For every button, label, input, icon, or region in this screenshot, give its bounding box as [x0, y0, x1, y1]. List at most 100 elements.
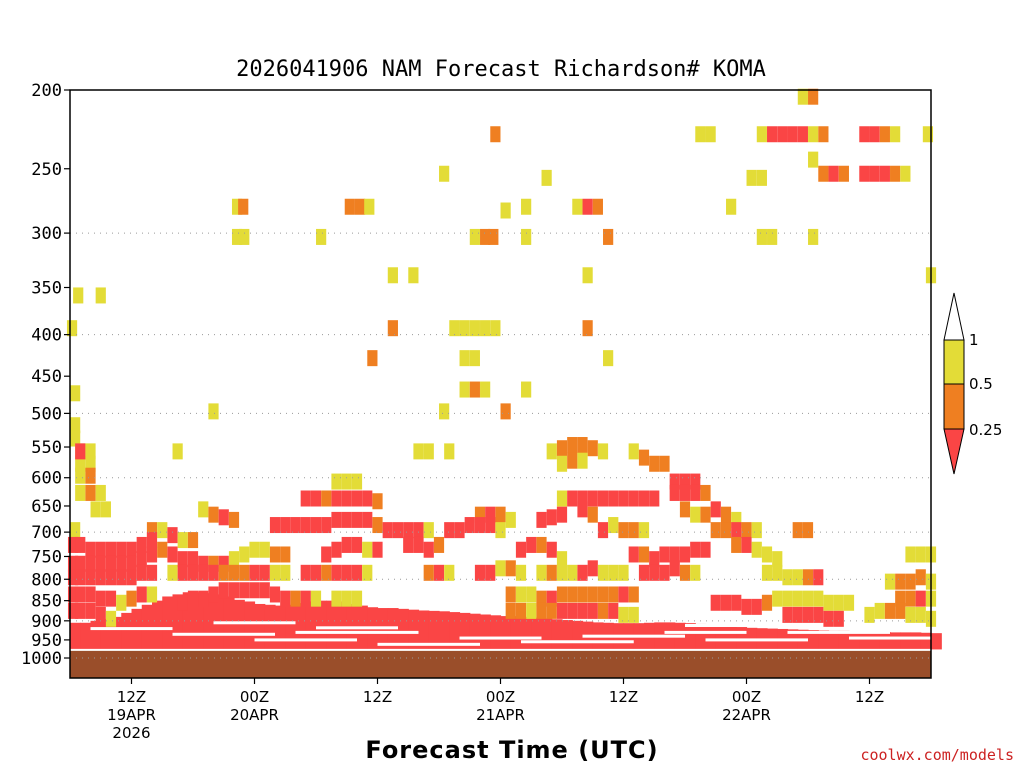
- boundary-layer-cell: [828, 630, 840, 650]
- boundary-layer-cell: [254, 603, 266, 650]
- ri-cell: [577, 501, 588, 518]
- x-date-label: 22APR: [722, 706, 771, 724]
- ground-edge: [70, 648, 931, 651]
- ri-cell: [239, 564, 250, 581]
- ri-cell: [818, 126, 829, 143]
- ri-cell: [577, 452, 588, 469]
- boundary-layer-cell: [890, 632, 901, 650]
- chart-title: 2026041906 NAM Forecast Richardson# KOMA: [236, 57, 766, 82]
- boundary-layer-cell: [869, 631, 881, 650]
- ri-cell: [669, 546, 680, 563]
- ri-cell: [85, 541, 96, 558]
- boundary-layer-cell: [172, 594, 184, 650]
- ri-cell: [900, 165, 911, 182]
- ri-cell: [177, 532, 188, 549]
- ri-cell: [772, 564, 783, 581]
- ri-cell: [75, 555, 86, 572]
- ri-cell: [75, 586, 86, 603]
- ri-cell: [741, 598, 752, 615]
- ri-cell: [73, 287, 84, 304]
- ri-cell: [490, 320, 501, 337]
- ri-cell: [638, 449, 650, 466]
- ri-cell: [300, 564, 311, 581]
- boundary-layer-cell: [70, 622, 81, 650]
- ri-cell: [659, 546, 670, 563]
- ri-cell: [177, 551, 188, 568]
- ri-cell: [731, 511, 742, 528]
- boundary-layer-cell: [316, 600, 327, 650]
- ri-cell: [638, 522, 650, 539]
- ri-cell: [403, 522, 414, 539]
- ri-cell: [218, 564, 229, 581]
- ri-cell: [556, 564, 568, 581]
- x-year-label: 2026: [112, 724, 150, 742]
- ri-cell: [818, 165, 829, 182]
- boundary-layer-cell: [326, 600, 338, 650]
- ri-cell: [85, 555, 96, 572]
- ri-cell: [526, 586, 537, 603]
- ri-cell: [500, 202, 511, 219]
- ri-cell: [582, 267, 593, 284]
- ri-cell: [321, 517, 332, 534]
- ri-cell: [546, 602, 557, 619]
- ri-cell: [239, 228, 250, 245]
- ri-cell: [67, 586, 79, 603]
- ri-cell: [228, 582, 240, 599]
- ri-cell: [157, 522, 168, 539]
- boundary-layer-gap: [685, 623, 767, 627]
- ri-cell: [618, 564, 629, 581]
- ri-cell: [280, 564, 291, 581]
- ri-cell: [567, 437, 578, 454]
- boundary-layer-gap: [459, 636, 542, 640]
- boundary-layer-cell: [695, 623, 707, 650]
- ri-cell: [802, 606, 814, 623]
- ri-cell: [85, 443, 96, 460]
- ri-cell: [746, 169, 757, 186]
- ri-cell: [628, 443, 639, 460]
- ri-cell: [556, 490, 568, 507]
- ri-cell: [310, 564, 322, 581]
- ri-cell: [767, 126, 778, 143]
- ri-cell: [536, 590, 547, 607]
- ri-cell: [85, 467, 96, 484]
- ri-cell: [85, 455, 96, 472]
- ri-cell: [638, 490, 650, 507]
- boundary-layer-cell: [428, 610, 440, 650]
- ri-cell: [341, 536, 352, 553]
- x-date-label: 19APR: [107, 706, 156, 724]
- ri-cell: [782, 590, 793, 607]
- ri-cell: [331, 511, 342, 528]
- ri-cell: [515, 586, 527, 603]
- ri-cell: [231, 228, 243, 245]
- ri-cell: [608, 490, 619, 507]
- ri-cell: [351, 490, 363, 507]
- boundary-layer-gap: [377, 642, 480, 646]
- ri-cell: [90, 501, 101, 518]
- ri-cell: [364, 198, 375, 215]
- ri-cell: [915, 546, 926, 563]
- ri-cell: [813, 569, 824, 586]
- ri-cell: [618, 606, 629, 623]
- ri-cell: [577, 586, 588, 603]
- ri-cell: [905, 606, 916, 623]
- ri-cell: [761, 594, 773, 611]
- ri-cell: [75, 569, 86, 586]
- boundary-layer-cell: [551, 619, 563, 650]
- ri-cell: [710, 501, 721, 518]
- ri-cell: [731, 536, 742, 553]
- ri-cell: [392, 522, 404, 539]
- ri-cell: [439, 403, 450, 420]
- ri-cell: [546, 509, 557, 526]
- ri-cell: [541, 169, 552, 186]
- ri-cell: [116, 569, 127, 586]
- ri-cell: [218, 509, 229, 526]
- ri-cell: [351, 473, 363, 490]
- boundary-layer-cell: [439, 611, 450, 650]
- ri-cell: [167, 546, 178, 563]
- ri-cell: [792, 569, 803, 586]
- x-date-label: 21APR: [476, 706, 525, 724]
- ri-cell: [208, 403, 219, 420]
- ri-cell: [864, 606, 875, 623]
- ri-cell: [126, 569, 137, 586]
- ri-cell: [695, 126, 706, 143]
